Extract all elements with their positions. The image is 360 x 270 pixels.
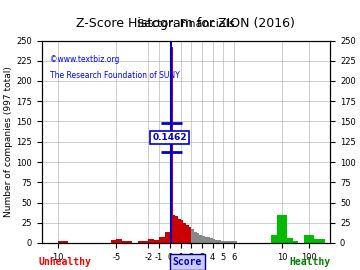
Bar: [175, 216, 178, 243]
Bar: [229, 241, 231, 243]
Bar: [277, 215, 288, 243]
Bar: [288, 238, 293, 243]
Bar: [183, 223, 186, 243]
Y-axis label: Number of companies (997 total): Number of companies (997 total): [4, 66, 13, 217]
Bar: [116, 239, 122, 243]
Text: Unhealthy: Unhealthy: [39, 257, 91, 267]
Bar: [293, 241, 298, 243]
Text: Sector: Financials: Sector: Financials: [137, 19, 235, 29]
Bar: [122, 241, 127, 243]
Bar: [202, 236, 204, 243]
Bar: [143, 241, 148, 243]
Bar: [181, 220, 183, 243]
Bar: [231, 241, 234, 243]
Bar: [234, 241, 237, 243]
Bar: [186, 225, 189, 243]
Bar: [221, 241, 223, 243]
Bar: [210, 238, 213, 243]
Bar: [215, 240, 218, 243]
Bar: [191, 229, 194, 243]
Bar: [148, 239, 154, 243]
Text: ©www.textbiz.org: ©www.textbiz.org: [50, 55, 120, 64]
Bar: [111, 240, 116, 243]
Bar: [154, 240, 159, 243]
Bar: [58, 241, 68, 243]
Bar: [213, 239, 215, 243]
Bar: [314, 239, 325, 243]
Bar: [127, 241, 132, 243]
Bar: [207, 237, 210, 243]
Bar: [223, 241, 226, 243]
Bar: [197, 233, 199, 243]
Bar: [172, 215, 175, 243]
Bar: [271, 235, 277, 243]
Bar: [218, 240, 221, 243]
Bar: [165, 232, 170, 243]
Bar: [178, 219, 181, 243]
Text: The Research Foundation of SUNY: The Research Foundation of SUNY: [50, 71, 180, 80]
Text: Score: Score: [172, 257, 202, 267]
Bar: [303, 235, 314, 243]
Bar: [194, 232, 197, 243]
Bar: [170, 47, 172, 243]
Bar: [159, 237, 165, 243]
Bar: [226, 241, 229, 243]
Bar: [204, 237, 207, 243]
Bar: [199, 235, 202, 243]
Text: 0.1462: 0.1462: [153, 133, 187, 142]
Title: Z-Score Histogram for ZION (2016): Z-Score Histogram for ZION (2016): [76, 17, 295, 30]
Text: Healthy: Healthy: [289, 257, 330, 267]
Bar: [138, 241, 143, 243]
Bar: [189, 227, 191, 243]
